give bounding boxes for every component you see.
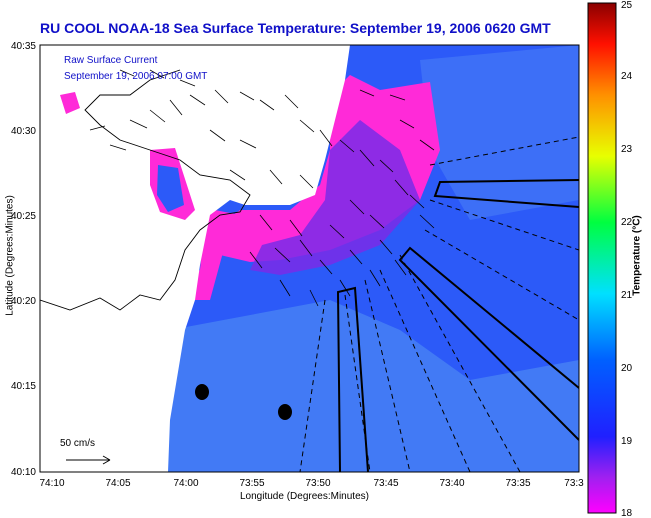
legend-line-1: Raw Surface Current (64, 55, 158, 66)
y-tick-label: 40:35 (11, 41, 36, 52)
ocean-warm-patch (160, 300, 579, 472)
x-tick-label: 73:45 (373, 478, 398, 489)
y-tick-label: 40:30 (11, 126, 36, 137)
plot-frame (39, 44, 580, 473)
raritan-bay-blue (157, 165, 184, 212)
ocean-warm-patch-2 (420, 45, 579, 220)
scale-arrowhead (102, 455, 111, 465)
scale-label: 50 cm/s (60, 438, 95, 449)
x-axis-label: Longitude (Degrees:Minutes) (240, 491, 369, 502)
land-mass (40, 45, 350, 472)
y-tick-label: 40:10 (11, 467, 36, 478)
survey-boxes (336, 179, 579, 472)
x-tick-label: 74:05 (105, 478, 130, 489)
x-tick-label: 74:00 (173, 478, 198, 489)
y-tick-label: 40:20 (11, 296, 36, 307)
colorbar-tick-label: 22 (621, 217, 633, 228)
y-tick-label: 40:25 (11, 211, 36, 222)
x-tick-label: 73:55 (239, 478, 264, 489)
map-title: RU COOL NOAA-18 Sea Surface Temperature:… (40, 20, 551, 36)
x-axis-ticks: 74:10 74:05 74:00 73:55 73:50 73:45 73:4… (39, 478, 584, 489)
x-tick-label: 73:40 (439, 478, 464, 489)
y-axis-label: Latitude (Degrees:Minutes) (4, 195, 16, 316)
colorbar-ticks: 25 24 23 22 21 20 19 18 (621, 0, 633, 518)
y-tick-label: 40:15 (11, 381, 36, 392)
colorbar-tick-label: 21 (621, 290, 633, 301)
colorbar-tick-label: 23 (621, 144, 633, 155)
legend-line-2: September 19, 2006 07:00 GMT (64, 71, 207, 82)
buoy-marker-1 (195, 384, 209, 400)
colorbar-tick-label: 25 (621, 0, 633, 11)
x-tick-label: 73:50 (305, 478, 330, 489)
map-plot (40, 45, 579, 472)
colorbar (587, 2, 617, 514)
x-tick-label: 73:35 (505, 478, 530, 489)
cold-water-purple (250, 120, 420, 275)
colorbar-tick-label: 19 (621, 436, 633, 447)
y-axis-ticks: 40:35 40:30 40:25 40:20 40:15 40:10 (11, 41, 36, 478)
x-tick-label: 73:3 (564, 478, 584, 489)
surface-current-vectors (89, 69, 435, 307)
colorbar-tick-label: 24 (621, 71, 633, 82)
colorbar-tick-label: 18 (621, 508, 633, 518)
colorbar-tick-label: 20 (621, 363, 633, 374)
coastline (40, 69, 251, 311)
buoy-marker-2 (278, 404, 292, 420)
colorbar-label: Temperature (°C) (631, 215, 643, 296)
x-tick-label: 74:10 (39, 478, 64, 489)
